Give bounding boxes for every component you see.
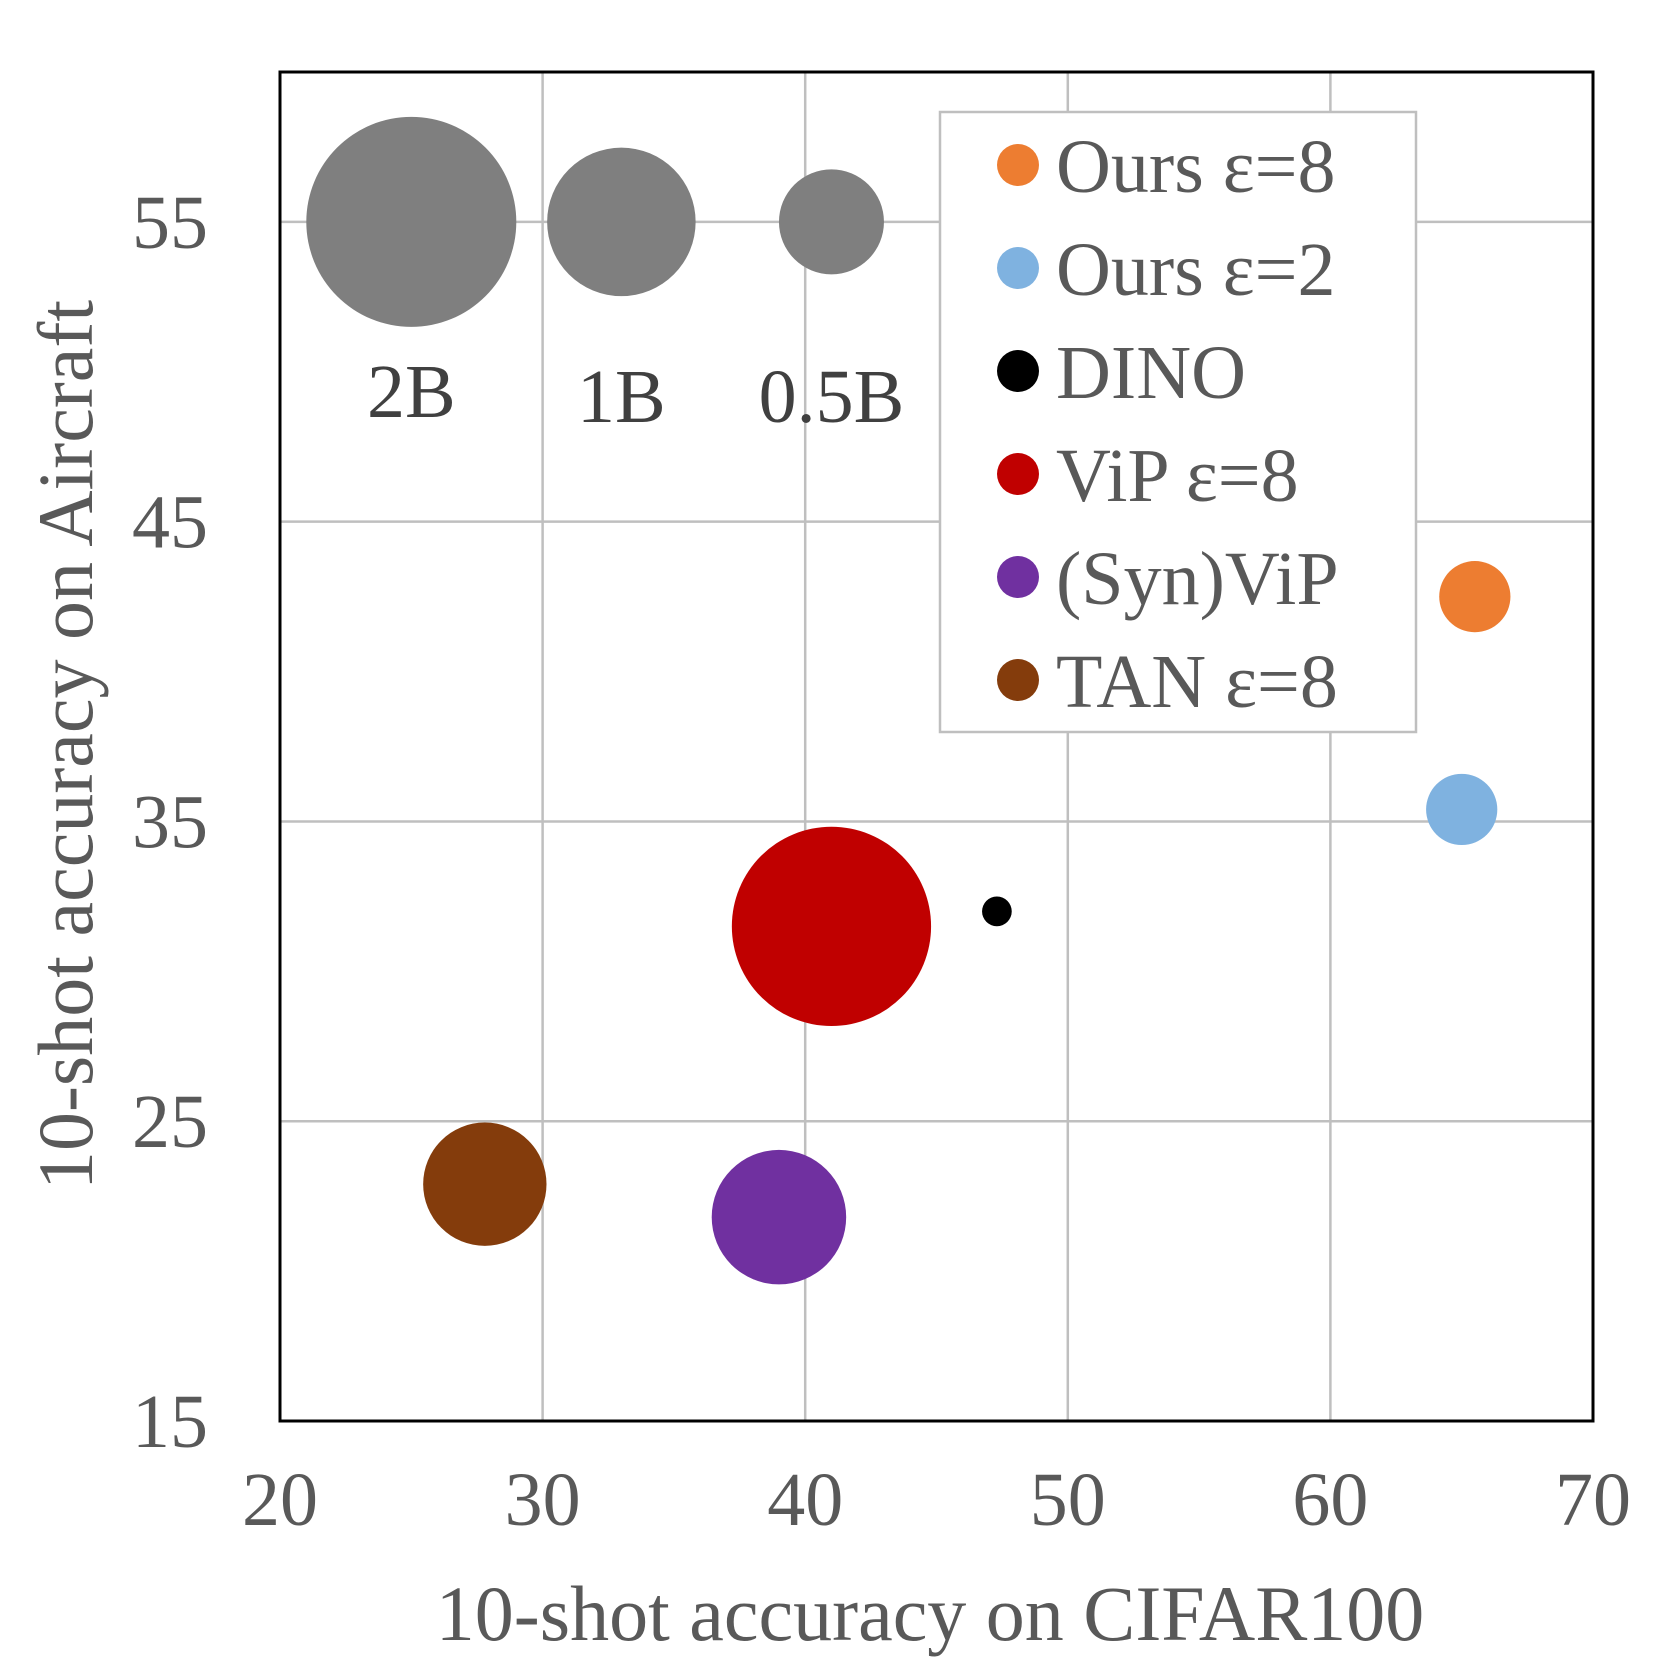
x-tick-30: 30 xyxy=(505,1458,581,1542)
size-reference-bubble-1B xyxy=(547,147,696,297)
legend-marker-2 xyxy=(997,350,1039,392)
y-tick-45: 45 xyxy=(132,481,208,565)
size-label-1B: 1B xyxy=(577,355,666,439)
legend-marker-5 xyxy=(997,659,1039,701)
legend-label-2: DINO xyxy=(1056,331,1246,415)
x-axis-title: 10-shot accuracy on CIFAR100 xyxy=(436,1570,1425,1657)
size-reference-bubble-2B xyxy=(306,116,517,327)
legend-marker-1 xyxy=(997,247,1039,289)
y-axis-title: 10-shot accuracy on Aircraft xyxy=(22,300,109,1190)
data-point-3 xyxy=(731,826,932,1026)
plot-area-frame xyxy=(278,70,1595,1423)
data-point-5 xyxy=(423,1122,547,1246)
legend-label-3: ViP ε=8 xyxy=(1056,434,1299,518)
data-point-2 xyxy=(982,896,1012,927)
legend: Ours ε=8 Ours ε=2 DINO ViP ε=8 (Syn)ViP TAN ε… xyxy=(938,110,1418,734)
data-point-4 xyxy=(711,1149,847,1285)
x-tick-70: 70 xyxy=(1555,1458,1631,1542)
size-reference-labels: 2B 1B 0.5B xyxy=(367,350,904,439)
data-point-1 xyxy=(1426,773,1498,846)
legend-marker-0 xyxy=(997,144,1039,186)
legend-label-0: Ours ε=8 xyxy=(1056,125,1336,209)
y-tick-15: 15 xyxy=(132,1380,208,1464)
legend-label-5: TAN ε=8 xyxy=(1056,640,1338,724)
y-tick-25: 25 xyxy=(132,1080,208,1164)
size-label-0.5B: 0.5B xyxy=(759,355,905,439)
y-tick-35: 35 xyxy=(132,780,208,864)
y-tick-55: 55 xyxy=(132,181,208,265)
bubbles xyxy=(306,116,1511,1285)
data-point-0 xyxy=(1439,561,1511,633)
x-tick-60: 60 xyxy=(1292,1458,1368,1542)
legend-marker-4 xyxy=(997,556,1039,598)
x-tick-20: 20 xyxy=(242,1458,318,1542)
x-tick-50: 50 xyxy=(1030,1458,1106,1542)
size-label-2B: 2B xyxy=(367,350,456,434)
legend-marker-3 xyxy=(997,453,1039,495)
size-reference-bubble-0.5B xyxy=(778,169,884,275)
x-tick-labels: 20 30 40 50 60 70 xyxy=(242,1458,1631,1542)
legend-label-4: (Syn)ViP xyxy=(1056,537,1339,621)
x-tick-40: 40 xyxy=(767,1458,843,1542)
legend-label-1: Ours ε=2 xyxy=(1056,228,1336,312)
legend-box xyxy=(938,110,1418,734)
y-tick-labels: 15 25 35 45 55 xyxy=(132,181,208,1464)
